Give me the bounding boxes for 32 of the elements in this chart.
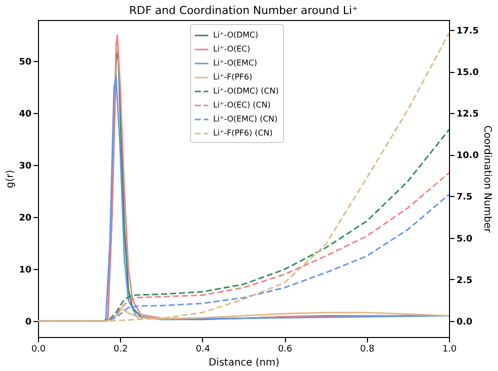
y2-tick-label: 0.0	[456, 317, 472, 328]
legend-label: Li⁺-O(EMC)	[213, 58, 258, 68]
legend-label: Li⁺-O(DMC) (CN)	[213, 86, 279, 96]
y2-tick-label: 12.5	[456, 110, 479, 120]
y2-tick-label: 10.0	[456, 151, 479, 162]
y-tick-label: 40	[18, 110, 32, 120]
legend-label: Li⁺-F(PF6) (CN)	[213, 128, 273, 138]
x-tick-label: 1.0	[442, 344, 457, 354]
chart-title: RDF and Coordination Number around Li⁺	[129, 4, 358, 17]
legend-label: Li⁺-O(EMC) (CN)	[213, 114, 278, 124]
x-tick-label: 0.2	[114, 344, 128, 354]
x-tick-label: 0.6	[278, 344, 293, 354]
x-axis-title: Distance (nm)	[208, 358, 280, 368]
x-tick-label: 0.4	[196, 344, 210, 354]
legend-label: Li⁺-O(EC) (CN)	[213, 100, 271, 110]
legend-label: Li⁺-O(DMC)	[213, 30, 258, 40]
y-tick-label: 10	[18, 265, 32, 276]
y2-axis-title: Coordination Number	[482, 125, 493, 234]
y-tick-label: 0	[25, 317, 32, 328]
y-tick-label: 20	[18, 213, 32, 224]
x-tick-label: 0.8	[360, 344, 375, 354]
legend-label: Li⁺-F(PF6)	[213, 72, 252, 82]
y2-tick-label: 15.0	[456, 68, 479, 78]
y2-tick-label: 7.5	[456, 192, 472, 203]
y-tick-label: 50	[18, 58, 32, 68]
y-tick-label: 30	[18, 161, 32, 172]
y2-tick-label: 5.0	[456, 234, 472, 244]
y2-tick-label: 2.5	[456, 276, 472, 286]
y-axis-title: g(r)	[4, 170, 16, 188]
y2-tick-label: 17.5	[456, 26, 479, 36]
legend-label: Li⁺-O(EC)	[213, 44, 250, 54]
x-tick-label: 0.0	[31, 344, 46, 354]
